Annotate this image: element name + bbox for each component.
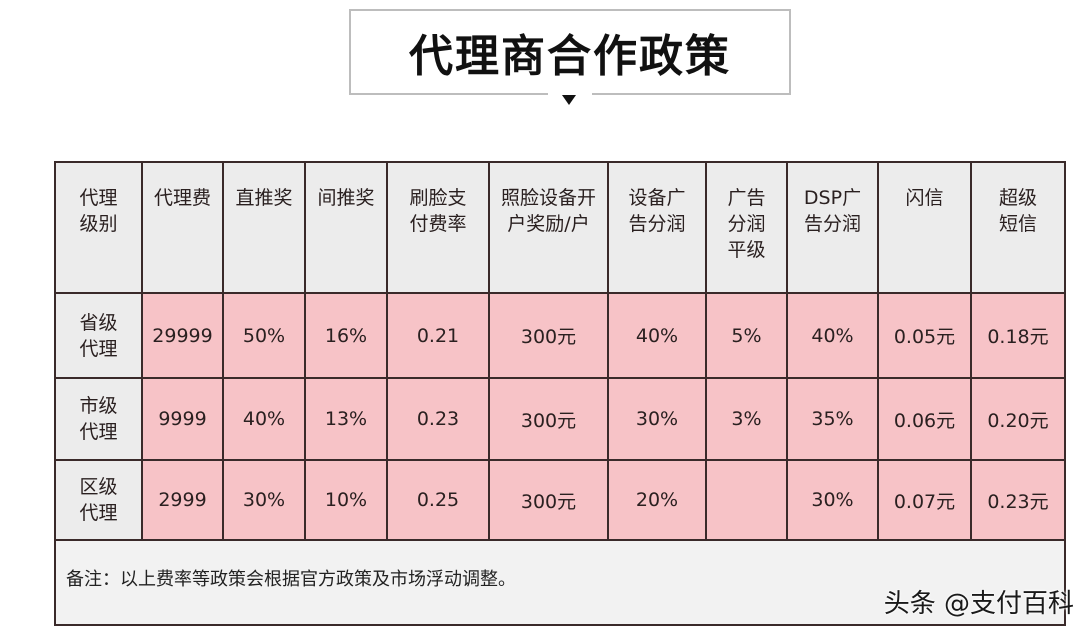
note-row: 备注：以上费率等政策会根据官方政策及市场浮动调整。 — [54, 539, 1066, 626]
cell-super-sms: 0.20元 — [970, 377, 1066, 461]
cell-direct: 50% — [222, 292, 306, 379]
cell-flash-msg: 0.07元 — [877, 459, 972, 541]
cell-super-sms: 0.23元 — [970, 459, 1066, 541]
cell-level: 市级 代理 — [54, 377, 143, 461]
header-direct: 直推奖 — [222, 161, 306, 294]
cell-dsp-ad: 35% — [786, 377, 879, 461]
watermark: 头条 @支付百科 — [883, 589, 1074, 619]
header-flash-msg: 闪信 — [877, 161, 972, 294]
table-row: 区级 代理 2999 30% 10% 0.25 300元 20% 30% 0.07… — [54, 459, 1066, 541]
cell-flash-msg: 0.05元 — [877, 292, 972, 379]
header-row: 代理 级别 代理费 直推奖 间推奖 刷脸支 付费率 照脸设备开 户奖励/户 设备广 告分… — [54, 161, 1066, 294]
agent-policy-table: 代理 级别 代理费 直推奖 间推奖 刷脸支 付费率 照脸设备开 户奖励/户 设备广 告分… — [54, 161, 1066, 626]
header-fee: 代理费 — [141, 161, 224, 294]
page-title: 代理商合作政策 — [409, 31, 731, 82]
cell-device-reward: 300元 — [488, 459, 609, 541]
cell-ad-peer — [705, 459, 788, 541]
cell-indirect: 10% — [304, 459, 388, 541]
cell-level: 省级 代理 — [54, 292, 143, 379]
table-row: 市级 代理 9999 40% 13% 0.23 300元 30% 3% 35% 0… — [54, 377, 1066, 461]
header-device-reward: 照脸设备开 户奖励/户 — [488, 161, 609, 294]
cell-dsp-ad: 30% — [786, 459, 879, 541]
cell-dsp-ad: 40% — [786, 292, 879, 379]
cell-device-reward: 300元 — [488, 377, 609, 461]
header-face-rate: 刷脸支 付费率 — [386, 161, 490, 294]
header-level: 代理 级别 — [54, 161, 143, 294]
cell-ad-peer: 3% — [705, 377, 788, 461]
cell-device-ad: 20% — [607, 459, 707, 541]
note-cell: 备注：以上费率等政策会根据官方政策及市场浮动调整。 — [54, 539, 1066, 626]
title-box: 代理商合作政策 — [349, 9, 791, 95]
header-indirect: 间推奖 — [304, 161, 388, 294]
down-triangle-icon — [562, 95, 576, 105]
cell-device-ad: 40% — [607, 292, 707, 379]
cell-face-rate: 0.25 — [386, 459, 490, 541]
cell-device-ad: 30% — [607, 377, 707, 461]
cell-flash-msg: 0.06元 — [877, 377, 972, 461]
cell-level: 区级 代理 — [54, 459, 143, 541]
cell-face-rate: 0.21 — [386, 292, 490, 379]
cell-direct: 30% — [222, 459, 306, 541]
title-divider-gap — [548, 91, 592, 97]
cell-indirect: 16% — [304, 292, 388, 379]
cell-ad-peer: 5% — [705, 292, 788, 379]
cell-fee: 2999 — [141, 459, 224, 541]
cell-device-reward: 300元 — [488, 292, 609, 379]
note-text: 备注：以上费率等政策会根据官方政策及市场浮动调整。 — [66, 569, 516, 590]
cell-indirect: 13% — [304, 377, 388, 461]
cell-fee: 9999 — [141, 377, 224, 461]
cell-super-sms: 0.18元 — [970, 292, 1066, 379]
header-ad-peer: 广告 分润 平级 — [705, 161, 788, 294]
cell-face-rate: 0.23 — [386, 377, 490, 461]
table-row: 省级 代理 29999 50% 16% 0.21 300元 40% 5% 40% … — [54, 292, 1066, 379]
cell-direct: 40% — [222, 377, 306, 461]
header-device-ad: 设备广 告分润 — [607, 161, 707, 294]
header-dsp-ad: DSP广 告分润 — [786, 161, 879, 294]
header-super-sms: 超级 短信 — [970, 161, 1066, 294]
cell-fee: 29999 — [141, 292, 224, 379]
